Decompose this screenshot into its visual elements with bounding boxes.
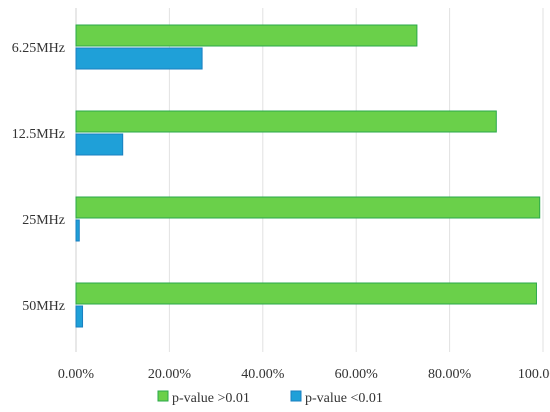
x-tick-label: 40.00%	[241, 367, 285, 382]
bars	[75, 24, 541, 328]
category-label: 6.25MHz	[12, 41, 65, 56]
bar-p-value-gt-0	[75, 24, 418, 47]
legend-swatch-p-value-lt	[290, 390, 302, 402]
bar-p-value-lt-3	[75, 305, 84, 328]
x-tick-label: 60.00%	[335, 367, 379, 382]
x-tick-labels: 0.00% 20.00% 40.00% 60.00% 80.00% 100.00%	[58, 367, 550, 382]
category-label: 25MHz	[22, 213, 65, 228]
category-label: 12.5MHz	[12, 127, 65, 142]
x-tick-label: 80.00%	[428, 367, 472, 382]
bar-p-value-lt-0	[75, 47, 203, 70]
bar-p-value-lt-2	[75, 219, 80, 242]
bar-p-value-gt-1	[75, 110, 497, 133]
bar-p-value-gt-3	[75, 282, 537, 305]
x-tick-label: 100.00%	[518, 367, 550, 382]
legend-label-p-value-gt: p-value >0.01	[172, 391, 250, 406]
category-label: 50MHz	[22, 299, 65, 314]
legend: p-value >0.01 p-value <0.01	[157, 390, 383, 406]
legend-swatch-p-value-gt	[157, 390, 169, 402]
x-tick-label: 20.00%	[148, 367, 192, 382]
category-labels: 6.25MHz 12.5MHz 25MHz 50MHz	[12, 41, 65, 314]
x-tick-label: 0.00%	[58, 367, 95, 382]
bar-p-value-gt-2	[75, 196, 541, 219]
legend-label-p-value-lt: p-value <0.01	[305, 391, 383, 406]
bar-p-value-lt-1	[75, 133, 124, 156]
